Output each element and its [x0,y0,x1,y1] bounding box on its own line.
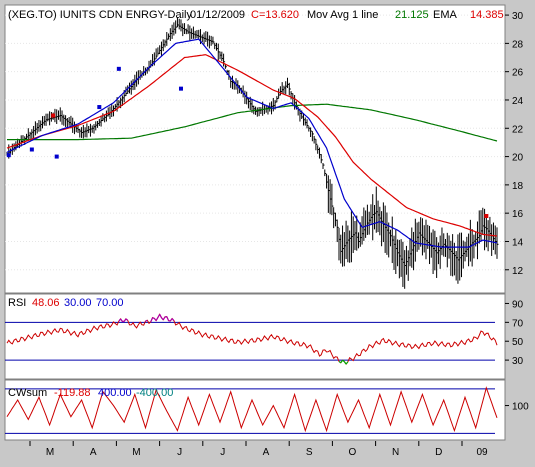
cwsum-line [6,386,498,433]
rsi-oversold-segment [342,359,345,363]
rsi-overbought-segment [166,316,170,321]
header-date: 01/12/2009 [190,9,245,21]
cwsum-layer: 100 [5,386,529,434]
rsi-tick-label: 70 [512,318,524,329]
x-tick-label: 09 [476,447,488,458]
price-tick-label: 26 [512,68,524,79]
indicator-lines [6,38,498,248]
x-tick-label: A [90,447,97,458]
signal-markers [6,66,489,219]
header-ma-value: 21.125 [395,9,429,21]
rsi-overbought-segment [150,317,154,323]
price-axis: 12 14 16 18 20 22 24 26 28 30 [505,11,524,277]
x-tick-label: A [263,447,270,458]
rsi-overbought-segment [171,318,175,322]
x-tick-label: M [132,447,140,458]
rsi-line [6,313,498,365]
date-axis [5,441,505,459]
blue-signal-marker [116,66,121,71]
cwsum-upper: 400.00 [98,387,132,399]
rsi-tick-label: 50 [512,337,524,348]
rsi-oversold-segment [345,361,349,365]
x-tick-label: S [306,447,313,458]
header-ema-value: 14.385 [470,9,504,21]
x-tick-label: O [349,447,357,458]
x-axis: M A M J J A S O N D 09 [29,441,488,458]
header-close: C=13.620 [251,9,299,21]
x-tick-label: J [220,447,225,458]
blue-signal-marker [6,153,11,158]
header-ma-label: Mov Avg 1 line [307,9,378,21]
rsi-overbought-segment [120,318,123,322]
rsi-upper: 70.00 [96,297,124,309]
rsi-label: RSI [8,297,26,309]
rsi-overbought-segment [152,317,155,319]
red-signal-marker [51,113,56,118]
price-tick-label: 24 [512,96,524,107]
rsi-overbought-segment [125,318,129,321]
blue-line [6,38,498,248]
price-grid [5,14,505,271]
rsi-overbought-segment [162,316,166,321]
blue-signal-marker [178,86,183,91]
x-tick-label: D [435,447,442,458]
cwsum-value: -119.88 [54,387,91,399]
chart-title: (XEG.TO) IUNITS CDN ENRGY-Daily [8,9,192,21]
blue-signal-marker [29,147,34,152]
cwsum-panel [4,379,506,441]
price-tick-label: 18 [512,181,524,192]
cwsum-tick-label: 100 [512,402,529,413]
rsi-overbought-segment [145,319,148,322]
ema-line [6,54,498,237]
price-tick-label: 16 [512,209,524,220]
rsi-tick-label: 90 [512,299,524,310]
rsi-lower: 30.00 [64,297,92,309]
ma-line [7,103,498,142]
price-tick-label: 30 [512,11,524,22]
rsi-tick-label: 30 [512,356,524,367]
rsi-overbought-segment [155,317,159,321]
price-tick-label: 22 [512,124,524,135]
price-tick-label: 14 [512,237,524,248]
rsi-overbought-segment [159,314,162,318]
price-panel [4,4,506,294]
rsi-value: 48.06 [32,297,60,309]
price-tick-label: 28 [512,39,524,50]
blue-signal-marker [54,154,59,159]
x-tick-label: N [392,447,399,458]
red-signal-marker [484,214,489,219]
price-tick-label: 20 [512,153,524,164]
x-tick-label: M [46,447,54,458]
header-ema-label: EMA [433,9,458,21]
rsi-layer: 30 50 70 90 [5,299,524,367]
price-tick-label: 12 [512,266,524,277]
rsi-panel [4,293,506,380]
x-tick-label: J [177,447,182,458]
cwsum-lower: -400.00 [136,387,173,399]
cwsum-label: CWsum [8,387,47,399]
blue-signal-marker [97,105,102,110]
